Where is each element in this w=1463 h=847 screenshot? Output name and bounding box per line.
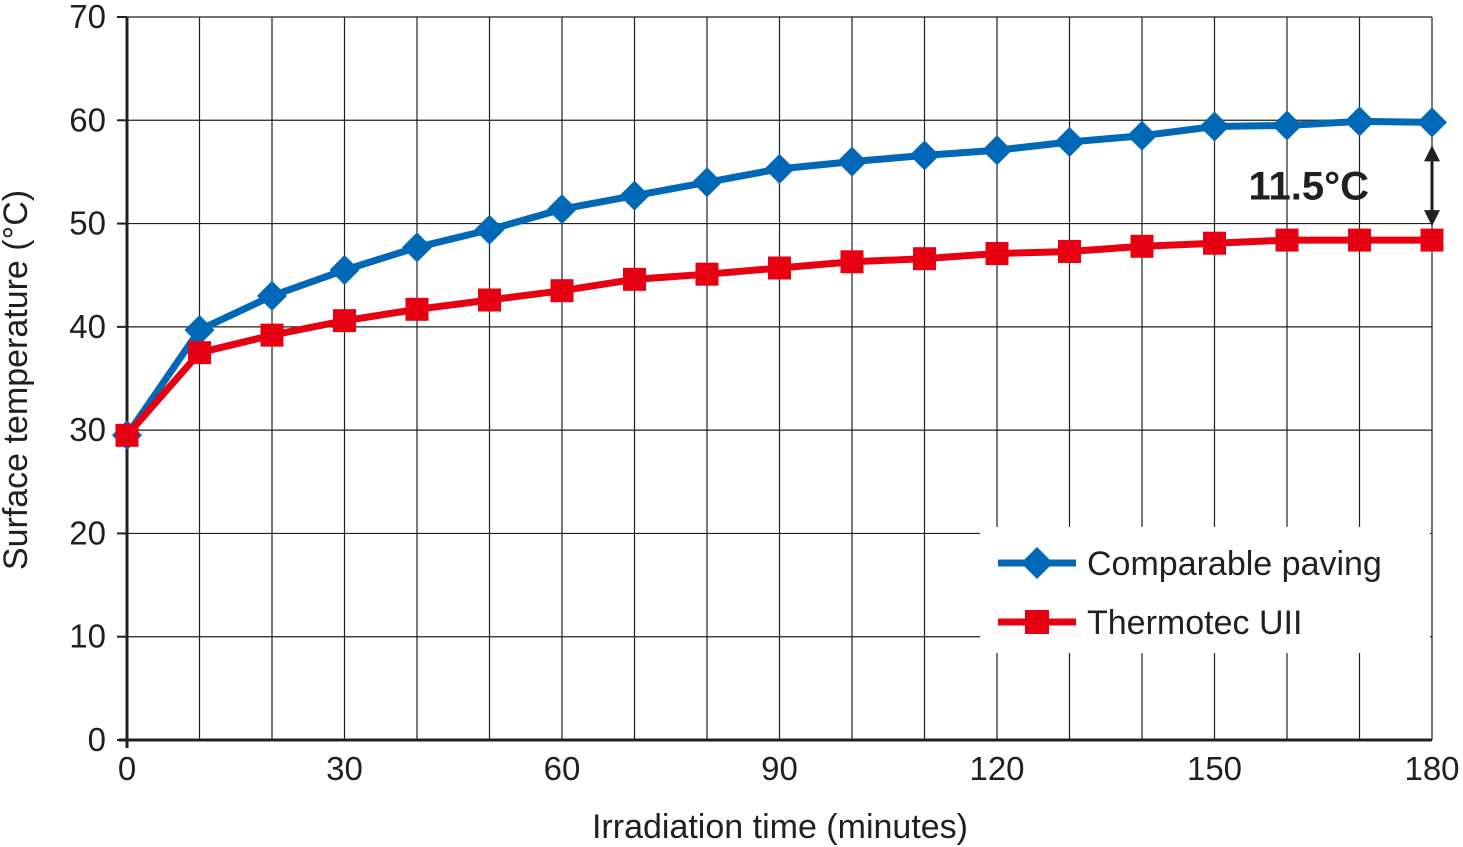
difference-label: 11.5°C: [1248, 165, 1369, 209]
data-point-diamond: [547, 194, 577, 225]
data-point-square: [1130, 234, 1154, 258]
data-point-square: [188, 341, 211, 365]
data-point-diamond: [837, 146, 867, 177]
data-point-square: [1058, 239, 1081, 263]
x-tick-label: 180: [1404, 750, 1459, 787]
y-tick-label: 0: [88, 721, 106, 758]
x-tick-label: 90: [761, 750, 798, 787]
data-point-square: [1420, 228, 1444, 252]
data-point-diamond: [329, 255, 360, 286]
x-tick-label: 30: [326, 750, 363, 787]
data-point-diamond: [982, 135, 1012, 166]
data-point-diamond: [1127, 120, 1157, 151]
data-point-square: [1348, 228, 1371, 252]
legend-label-comparable: Comparable paving: [1087, 545, 1382, 583]
data-point-square: [695, 262, 719, 286]
y-axis-title: Surface temperature (°C): [0, 190, 35, 570]
data-point-square: [115, 423, 139, 447]
data-point-diamond: [764, 153, 795, 184]
y-tick-label: 10: [69, 618, 106, 655]
data-point-square: [405, 297, 429, 321]
y-tick-label: 20: [69, 514, 106, 551]
legend: Comparable paving Thermotec UII: [980, 527, 1430, 653]
data-point-diamond: [619, 180, 650, 211]
legend-diamond-marker: [1021, 547, 1053, 579]
data-point-diamond: [909, 140, 940, 171]
x-tick-label: 150: [1187, 750, 1242, 787]
data-point-diamond: [1272, 110, 1302, 141]
y-tick-label: 50: [69, 205, 106, 242]
data-point-square: [623, 267, 646, 291]
data-point-square: [840, 250, 864, 274]
data-point-square: [260, 323, 284, 347]
y-tick-label: 40: [69, 308, 106, 345]
data-point-square: [913, 247, 936, 271]
data-point-square: [550, 279, 574, 303]
data-point-diamond: [257, 280, 287, 311]
legend-square-marker: [1025, 610, 1049, 634]
data-point-diamond: [1344, 106, 1375, 137]
data-point-square: [1203, 231, 1226, 255]
data-point-diamond: [1199, 111, 1230, 142]
x-tick-label: 0: [118, 750, 136, 787]
data-point-diamond: [184, 314, 215, 345]
tick-labels: 0 10 20 30 40 50 60 70 0 30 60 90 120 150 180: [69, 0, 1459, 787]
series: [112, 106, 1447, 451]
arrow-head-down: [1424, 210, 1440, 227]
data-point-square: [478, 288, 501, 312]
data-point-square: [768, 256, 791, 280]
x-tick-label: 120: [969, 750, 1024, 787]
arrow-head-up: [1424, 145, 1440, 162]
data-point-diamond: [1417, 107, 1447, 138]
annotation: 11.5°C: [1248, 145, 1440, 227]
data-point-diamond: [692, 167, 722, 198]
y-tick-label: 70: [69, 0, 106, 35]
legend-box: [980, 527, 1430, 653]
data-point-diamond: [402, 232, 432, 263]
data-point-square: [333, 309, 356, 333]
x-tick-label: 60: [544, 750, 581, 787]
legend-label-thermotec: Thermotec UII: [1087, 604, 1302, 642]
x-axis-title: Irradiation time (minutes): [592, 808, 968, 846]
data-point-diamond: [1054, 126, 1085, 157]
y-tick-label: 30: [69, 411, 106, 448]
data-point-square: [985, 242, 1009, 266]
y-tick-label: 60: [69, 101, 106, 138]
data-point-square: [1275, 228, 1299, 252]
data-point-diamond: [474, 214, 505, 245]
